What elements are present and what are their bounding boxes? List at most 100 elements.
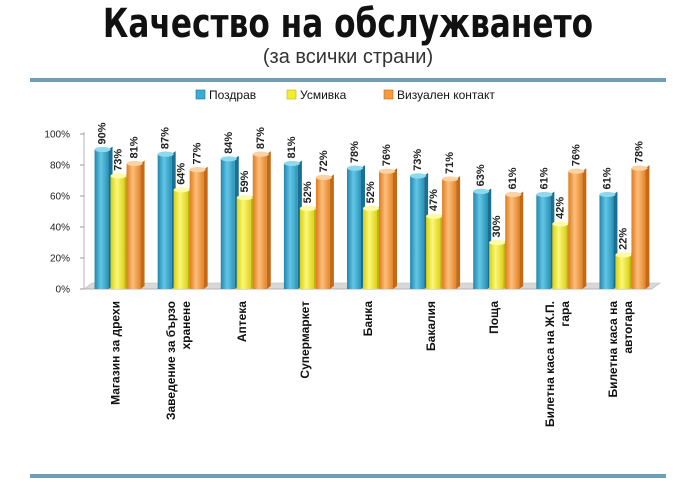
value-label: 61% — [538, 167, 550, 189]
y-tick-label: 60% — [50, 192, 70, 203]
top-divider — [30, 78, 666, 82]
bar-top — [505, 191, 522, 198]
value-label: 52% — [365, 181, 377, 203]
value-label: 90% — [97, 122, 109, 144]
bar — [347, 168, 361, 289]
value-label: 84% — [223, 132, 235, 154]
bar-side — [329, 174, 334, 289]
value-label: 73% — [113, 149, 125, 171]
bar — [283, 163, 298, 289]
bar — [379, 171, 393, 289]
bar-top — [126, 160, 143, 167]
bar-top — [173, 187, 190, 193]
value-label: 81% — [286, 136, 298, 158]
y-tick-label: 20% — [50, 254, 70, 265]
bar-top — [299, 205, 316, 211]
bar-side — [140, 160, 145, 289]
legend-swatch — [286, 89, 297, 100]
value-label: 42% — [554, 197, 566, 219]
bar — [157, 154, 172, 289]
bar-top — [536, 191, 553, 198]
bar — [299, 208, 314, 289]
category-label: Банка — [361, 301, 375, 337]
bar-top — [94, 146, 111, 153]
bar-side — [582, 168, 587, 289]
y-tick-label: 80% — [50, 161, 70, 172]
value-label: 78% — [349, 141, 361, 163]
bar — [536, 194, 551, 289]
bar-side — [645, 165, 650, 289]
value-label: 30% — [491, 215, 503, 237]
bar-top — [363, 205, 379, 211]
value-label: 78% — [633, 141, 645, 163]
bar — [631, 168, 646, 289]
bar-top — [489, 239, 506, 246]
bar-top — [252, 151, 269, 157]
value-label: 72% — [318, 150, 330, 172]
value-label: 61% — [601, 167, 613, 189]
bar-top — [599, 191, 616, 198]
bar — [473, 191, 488, 289]
category-label: Супермаркет — [298, 301, 312, 379]
bar — [505, 194, 520, 289]
bar-top — [236, 194, 253, 201]
value-label: 61% — [507, 167, 519, 189]
bar — [252, 154, 267, 289]
bar-side — [456, 175, 461, 289]
bar — [489, 242, 504, 289]
value-label: 47% — [428, 189, 440, 211]
category-label: Аптека — [235, 301, 249, 342]
category-label: хранене — [179, 301, 193, 350]
bar — [615, 254, 630, 289]
legend-label: Поздрав — [209, 88, 256, 102]
bar-top — [220, 156, 237, 162]
category-label: Заведение за бързо — [164, 301, 178, 420]
chart-subtitle: (за всички страни) — [262, 46, 434, 68]
chart-legend: Поздрав Усмивка Визуален контакт — [195, 88, 495, 102]
y-tick-label: 0% — [56, 285, 71, 296]
bar — [363, 208, 377, 289]
y-tick-label: 100% — [44, 130, 70, 141]
value-label: 59% — [239, 170, 251, 192]
legend-label: Визуален контакт — [397, 88, 495, 102]
bar — [599, 194, 614, 289]
bar-side — [203, 166, 208, 289]
bar — [126, 163, 141, 289]
chart-title: Качество на обслужването — [102, 1, 594, 47]
bar — [315, 177, 330, 289]
bar — [426, 216, 441, 289]
bar-top — [189, 167, 206, 173]
chart-bars — [94, 146, 650, 289]
chart-labels: 90% 73% 81% Магазин за дрехи 87% 64% 77% Заведе… — [97, 122, 646, 427]
bar — [94, 149, 109, 289]
bar-top — [283, 160, 300, 167]
value-label: 76% — [381, 144, 393, 166]
category-label: Билетна каса на Ж.П. — [543, 301, 557, 427]
bar-top — [426, 213, 443, 219]
bar-top — [315, 174, 332, 180]
value-label: 87% — [255, 127, 267, 149]
bar — [442, 178, 457, 289]
legend-label: Усмивка — [300, 88, 347, 102]
category-label: гара — [558, 301, 572, 327]
value-label: 73% — [412, 149, 424, 171]
bar-top — [410, 173, 427, 179]
category-label: Поща — [487, 301, 501, 334]
value-label: 22% — [617, 228, 629, 250]
bar — [220, 158, 235, 289]
value-label: 76% — [570, 144, 582, 166]
bar-side — [266, 151, 271, 289]
value-label: 71% — [444, 152, 456, 174]
legend-swatch — [383, 89, 394, 100]
bar-top — [110, 173, 127, 179]
category-label: Бакалия — [424, 301, 438, 351]
value-label: 81% — [129, 136, 141, 158]
y-tick-label: 40% — [50, 223, 70, 234]
bar-top — [631, 165, 648, 171]
bar-side — [519, 191, 524, 289]
bar — [410, 175, 425, 289]
bar-top — [157, 151, 174, 157]
bar-top — [473, 188, 490, 194]
bar — [189, 169, 204, 289]
